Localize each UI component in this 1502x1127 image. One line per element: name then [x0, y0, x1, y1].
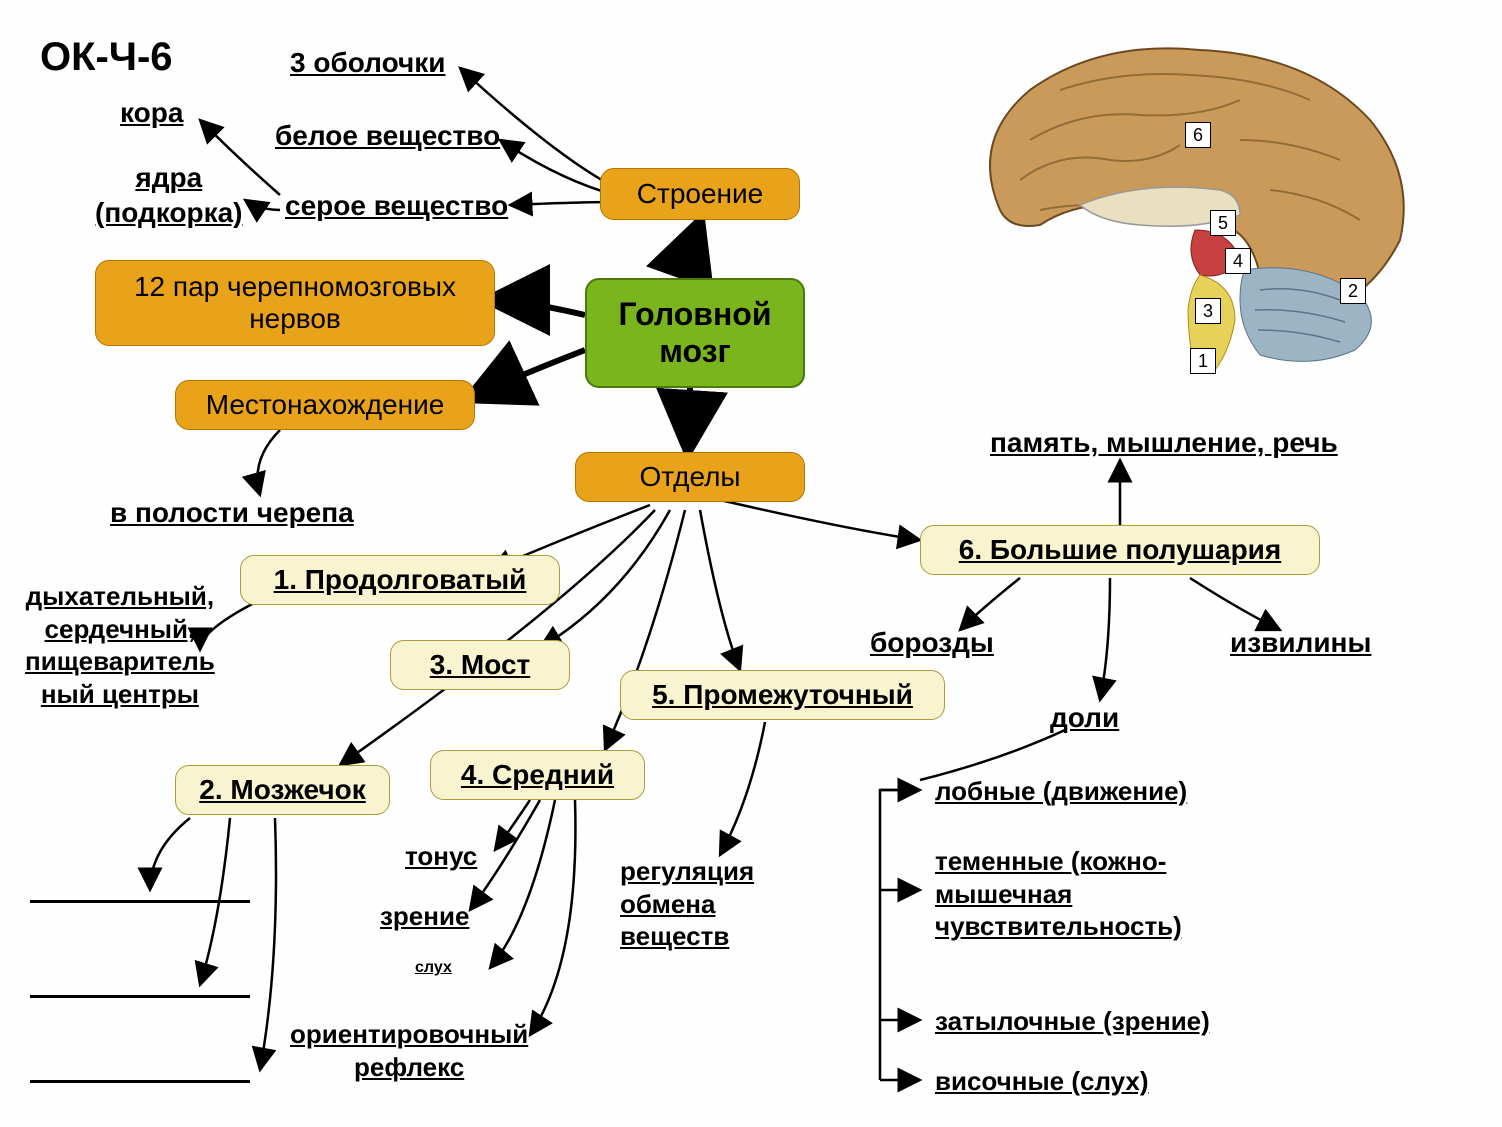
location-detail: в полости черепа — [110, 495, 354, 530]
brain-num-1: 1 — [1190, 348, 1216, 374]
sec6-gyri: извилины — [1230, 625, 1371, 660]
sec4-tonus: тонус — [405, 840, 477, 873]
brain-num-5: 5 — [1210, 210, 1236, 236]
brain-illustration: 1 2 3 4 5 6 — [940, 30, 1440, 380]
diagram-stage: ОК-Ч-6 — [0, 0, 1502, 1127]
brain-num-6: 6 — [1185, 122, 1211, 148]
structure-item-grey: серое вещество — [285, 188, 508, 223]
sec4-vision: зрение — [380, 900, 469, 933]
blank-line-2 — [30, 995, 250, 998]
central-node: Головной мозг — [585, 278, 805, 388]
section-4: 4. Средний — [430, 750, 645, 800]
structure-node: Строение — [600, 168, 800, 220]
section-3: 3. Мост — [390, 640, 570, 690]
brain-num-2: 2 — [1340, 278, 1366, 304]
section-6: 6. Большие полушария — [920, 525, 1320, 575]
structure-item-white: белое вещество — [275, 118, 500, 153]
section-2: 2. Мозжечок — [175, 765, 390, 815]
lobe-occipital: затылочные (зрение) — [935, 1005, 1210, 1038]
sec4-reflex: ориентировочный рефлекс — [290, 1018, 528, 1083]
page-title: ОК-Ч-6 — [40, 32, 173, 82]
structure-item-cortex: кора — [120, 95, 183, 130]
structure-item-nuclei: ядра (подкорка) — [95, 160, 243, 230]
brain-num-3: 3 — [1195, 298, 1221, 324]
blank-line-3 — [30, 1080, 250, 1083]
sec6-sulci: борозды — [870, 625, 994, 660]
sec5-detail: регуляция обмена веществ — [620, 855, 754, 953]
location-node: Местонахождение — [175, 380, 475, 430]
sec6-top: память, мышление, речь — [990, 425, 1338, 460]
section-5: 5. Промежуточный — [620, 670, 945, 720]
lobe-frontal: лобные (движение) — [935, 775, 1187, 808]
sec4-hearing: слух — [415, 958, 452, 978]
brain-num-4: 4 — [1225, 248, 1251, 274]
blank-line-1 — [30, 900, 250, 903]
structure-item-membranes: 3 оболочки — [290, 45, 445, 80]
nerves-node: 12 пар черепномозговых нервов — [95, 260, 495, 346]
section-1: 1. Продолговатый — [240, 555, 560, 605]
sec1-detail: дыхательный, сердечный, пищеваритель ный… — [25, 580, 215, 710]
sec6-lobes: доли — [1050, 700, 1119, 735]
lobe-parietal: теменные (кожно- мышечная чувствительнос… — [935, 845, 1182, 943]
sections-node: Отделы — [575, 452, 805, 502]
lobe-temporal: височные (слух) — [935, 1065, 1149, 1098]
